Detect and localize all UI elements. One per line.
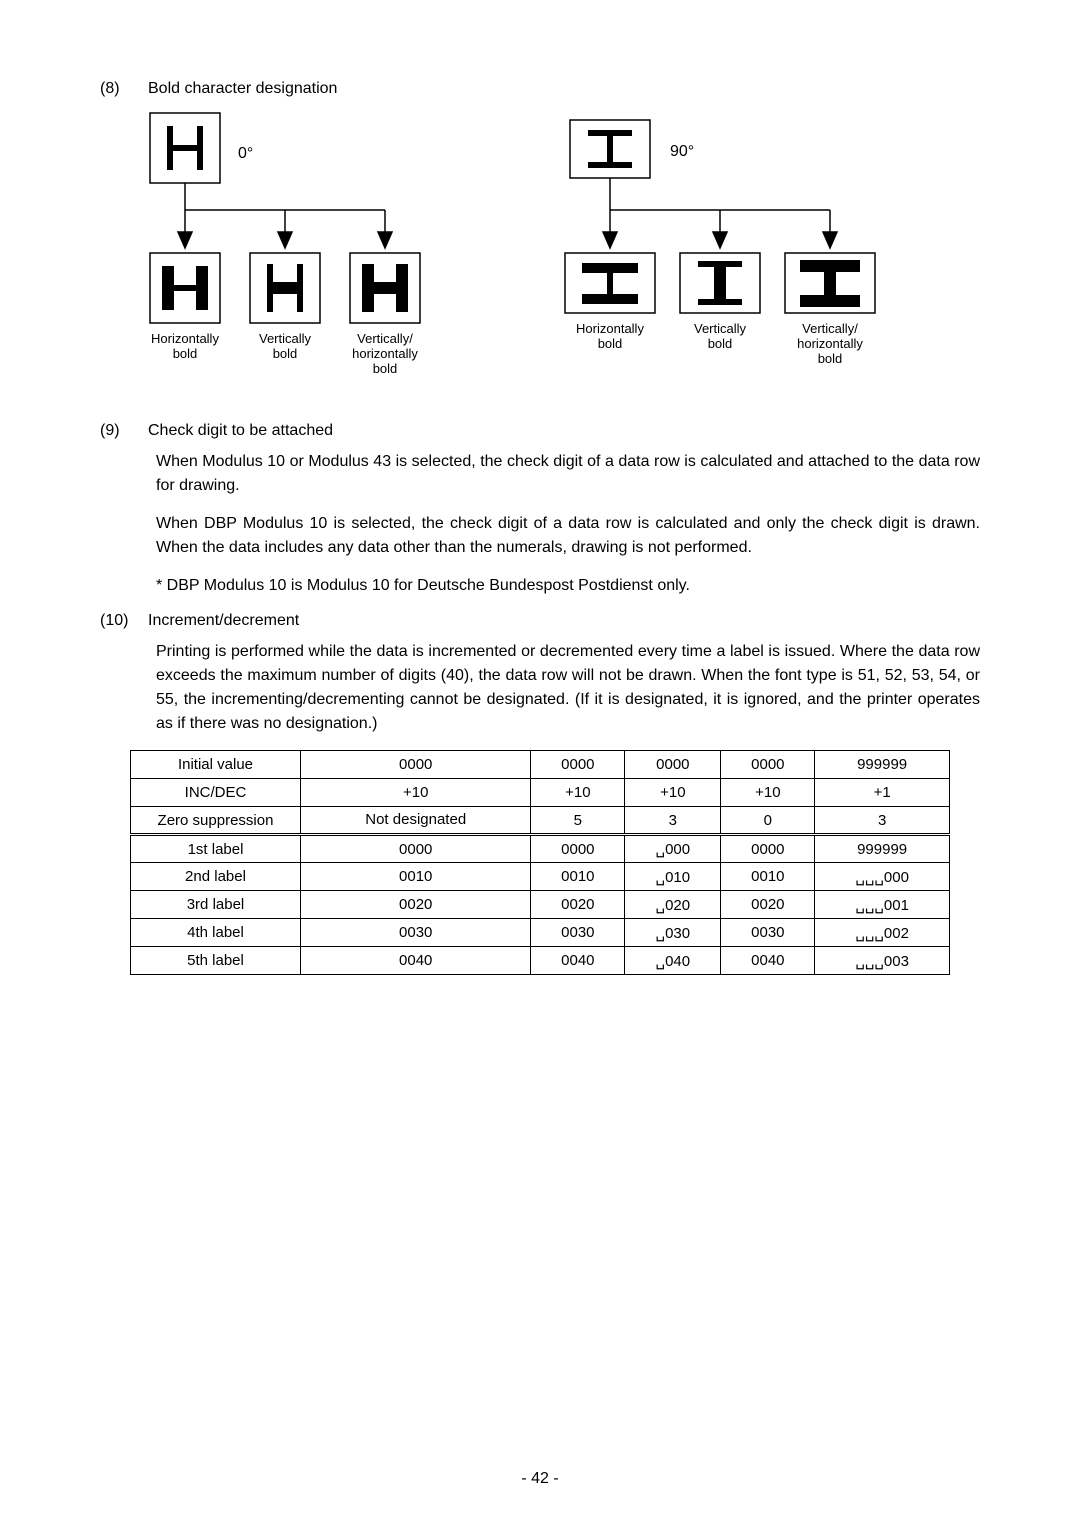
cell: 999999: [815, 751, 950, 779]
cell: ␣␣␣003: [815, 947, 950, 975]
cell: ␣040: [625, 947, 721, 975]
label-vbold-0: Verticallybold: [259, 331, 312, 361]
cell: +10: [721, 779, 815, 807]
label-vhbold-0: Vertically/horizontallybold: [352, 331, 418, 376]
cell: 0010: [531, 863, 625, 891]
table-row: Initial value 0000 0000 0000 0000 999999: [131, 751, 950, 779]
section-8-heading: (8) Bold character designation: [100, 80, 980, 98]
cell: Initial value: [131, 751, 301, 779]
svg-text:Vertically/horizontallybold: Vertically/horizontallybold: [797, 321, 863, 366]
cell: 3rd label: [131, 891, 301, 919]
cell: 0030: [721, 919, 815, 947]
cell: +1: [815, 779, 950, 807]
cell: 0010: [721, 863, 815, 891]
section-9-p1: When Modulus 10 or Modulus 43 is selecte…: [156, 450, 980, 498]
table-row: 2nd label 0010 0010 ␣010 0010 ␣␣␣000: [131, 863, 950, 891]
cell: +10: [625, 779, 721, 807]
diagram-0deg: 0°: [140, 108, 450, 398]
cell: 0000: [625, 751, 721, 779]
cell: 0030: [531, 919, 625, 947]
cell: 2nd label: [131, 863, 301, 891]
cell: ␣␣␣001: [815, 891, 950, 919]
section-8-num: (8): [100, 80, 148, 98]
table-row: 3rd label 0020 0020 ␣020 0020 ␣␣␣001: [131, 891, 950, 919]
cell: 999999: [815, 835, 950, 863]
cell: 0000: [301, 751, 531, 779]
page-number: - 42 -: [0, 1470, 1080, 1488]
section-8-title: Bold character designation: [148, 80, 337, 98]
svg-text:Verticallybold: Verticallybold: [694, 321, 747, 351]
cell: 0020: [301, 891, 531, 919]
cell: ␣␣␣000: [815, 863, 950, 891]
diagram-90deg: 90°: [560, 108, 890, 398]
cell: 0000: [721, 835, 815, 863]
cell: 0000: [531, 835, 625, 863]
label-hbold-0: Horizontallybold: [151, 331, 219, 361]
table-row: INC/DEC +10 +10 +10 +10 +1: [131, 779, 950, 807]
cell: 3: [625, 807, 721, 835]
cell: 0000: [301, 835, 531, 863]
label-90deg: 90°: [670, 143, 694, 160]
table-row: 1st label 0000 0000 ␣000 0000 999999: [131, 835, 950, 863]
cell: 0010: [301, 863, 531, 891]
diagram-0deg-svg: 0°: [140, 108, 450, 398]
cell: 5th label: [131, 947, 301, 975]
table-row: 5th label 0040 0040 ␣040 0040 ␣␣␣003: [131, 947, 950, 975]
cell: ␣␣␣002: [815, 919, 950, 947]
increment-table: Initial value 0000 0000 0000 0000 999999…: [130, 750, 950, 975]
cell: 0: [721, 807, 815, 835]
cell: 5: [531, 807, 625, 835]
cell: 0040: [531, 947, 625, 975]
cell: 4th label: [131, 919, 301, 947]
label-0deg: 0°: [238, 145, 253, 162]
section-9-p2: When DBP Modulus 10 is selected, the che…: [156, 512, 980, 560]
cell: +10: [531, 779, 625, 807]
cell: 3: [815, 807, 950, 835]
section-10-heading: (10) Increment/decrement: [100, 612, 980, 630]
cell: +10: [301, 779, 531, 807]
cell: 0040: [301, 947, 531, 975]
svg-text:Horizontallybold: Horizontallybold: [576, 321, 644, 351]
section-9-num: (9): [100, 422, 148, 440]
cell: ␣020: [625, 891, 721, 919]
section-9-title: Check digit to be attached: [148, 422, 333, 440]
diagram-90deg-svg: 90°: [560, 108, 890, 398]
table-row: 4th label 0030 0030 ␣030 0030 ␣␣␣002: [131, 919, 950, 947]
cell: 0000: [721, 751, 815, 779]
cell: INC/DEC: [131, 779, 301, 807]
cell: Zero suppression: [131, 807, 301, 835]
cell: ␣010: [625, 863, 721, 891]
section-10-num: (10): [100, 612, 148, 630]
cell: 1st label: [131, 835, 301, 863]
section-10-title: Increment/decrement: [148, 612, 299, 630]
cell: 0040: [721, 947, 815, 975]
section-9-p3: * DBP Modulus 10 is Modulus 10 for Deuts…: [156, 574, 980, 598]
table-row: Zero suppression Not designated 5 3 0 3: [131, 807, 950, 835]
cell: ␣000: [625, 835, 721, 863]
cell: 0000: [531, 751, 625, 779]
section-9-heading: (9) Check digit to be attached: [100, 422, 980, 440]
cell: 0020: [531, 891, 625, 919]
bold-diagrams: 0°: [140, 108, 980, 398]
section-10-p1: Printing is performed while the data is …: [156, 640, 980, 736]
cell: 0030: [301, 919, 531, 947]
cell: Not designated: [301, 807, 531, 835]
cell: ␣030: [625, 919, 721, 947]
cell: 0020: [721, 891, 815, 919]
